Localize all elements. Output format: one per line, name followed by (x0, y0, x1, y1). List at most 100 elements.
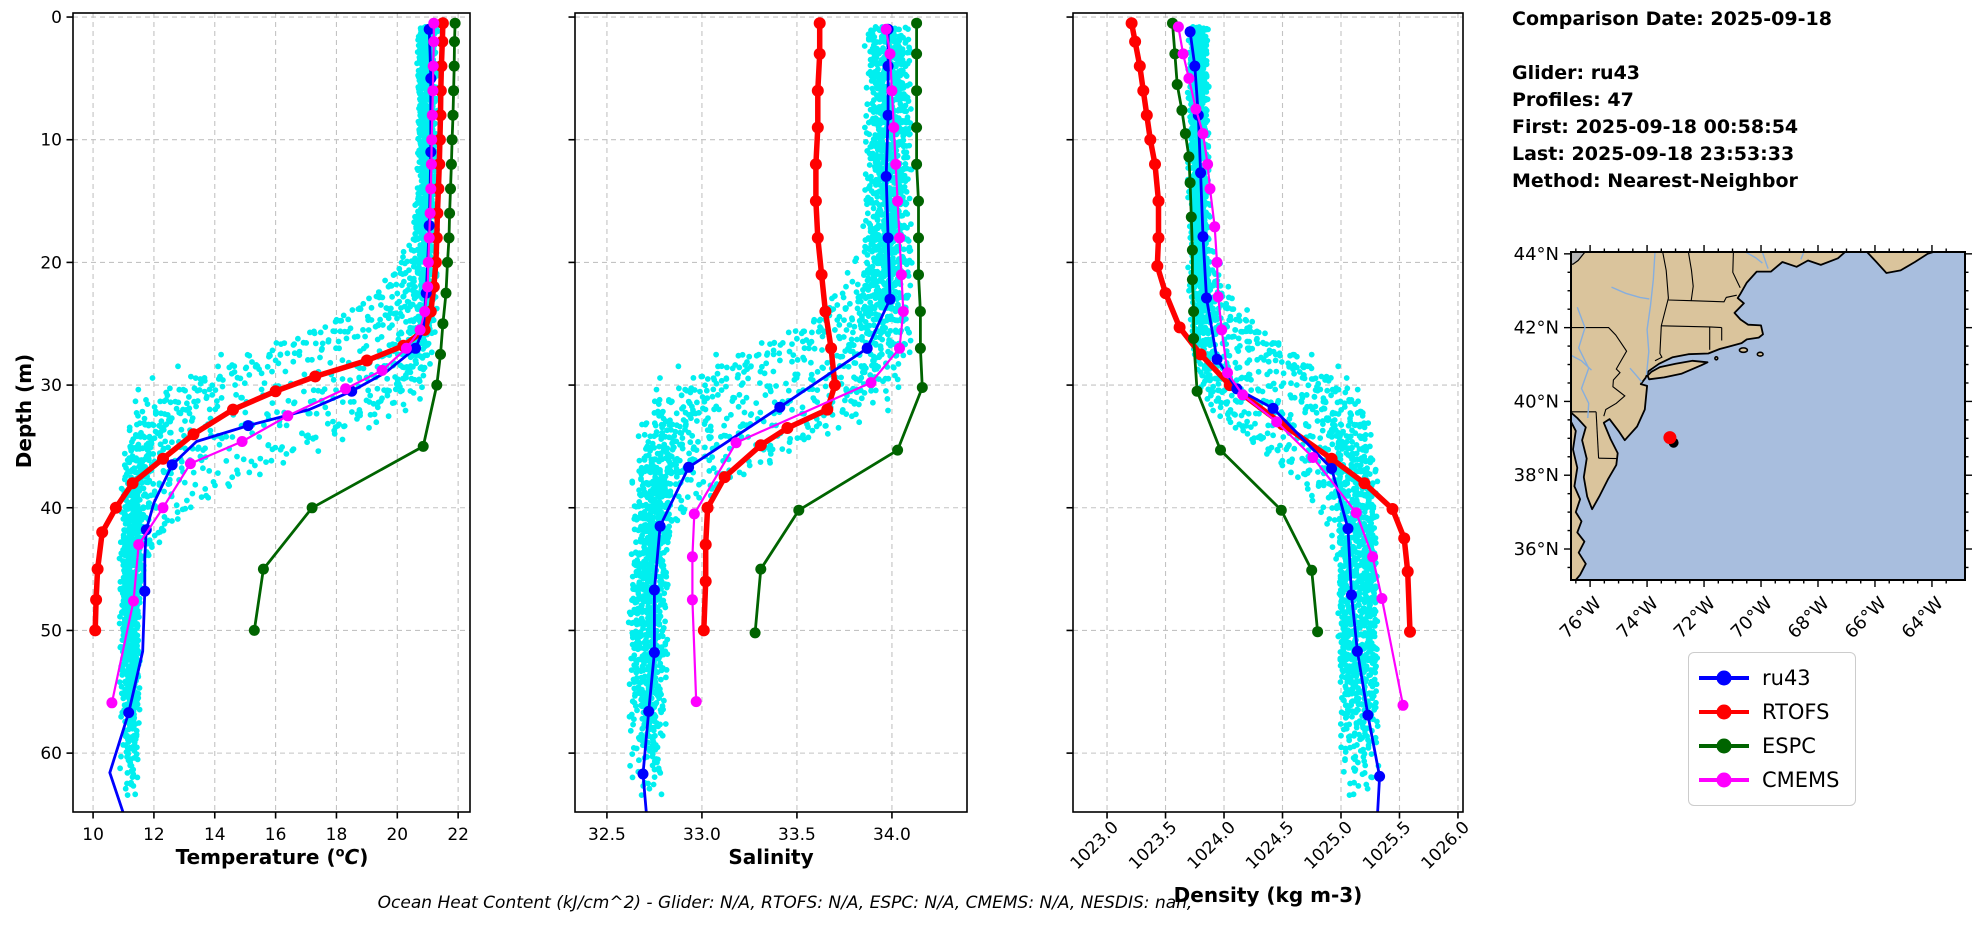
y-tick-label: 20 (40, 253, 62, 273)
method-text: Method: Nearest-Neighbor (1512, 170, 1798, 192)
degree-superscript: o (335, 845, 345, 861)
map-river (1645, 252, 1656, 375)
glider-position-marker (1663, 431, 1677, 445)
espc-density-markers (1167, 17, 1324, 638)
x-tick-label: 1025.0 (1301, 818, 1357, 874)
map-state-border (1732, 252, 1741, 289)
rtofs-salinity-line (701, 20, 838, 634)
legend-label-espc: ESPC (1762, 734, 1816, 758)
salinity-tick-labels: 32.5 33.0 33.5 34.0 (588, 825, 911, 845)
map-river (1800, 252, 1805, 260)
x-tick-label: 22 (447, 825, 469, 845)
legend: ru43 RTOFS ESPC CMEMS (1688, 652, 1856, 806)
longitude-tick-label: 74°W (1613, 593, 1663, 643)
map-island (1738, 347, 1749, 354)
map-land-polygon (1571, 252, 1846, 511)
longitude-tick-label: 72°W (1670, 593, 1720, 643)
map-state-border (1571, 327, 1628, 417)
location-map: 36°N 38°N 40°N 42°N 44°N 76°W 74°W 72°W 70°W 68°W… (1514, 244, 1972, 643)
glider-scatter-cloud (1184, 23, 1382, 798)
x-tick-label: 1024.5 (1242, 818, 1298, 874)
ru43-density-markers (1184, 26, 1386, 782)
map-ticks (1564, 245, 1972, 587)
legend-marker-rtofs (1716, 704, 1732, 720)
latitude-tick-label: 38°N (1514, 465, 1559, 486)
map-lake (1571, 252, 1586, 265)
density-panel: 1023.0 1023.5 1024.0 1024.5 1025.0 1025.5 1026… (1066, 12, 1474, 874)
ru43-salinity-line (641, 27, 892, 812)
x-tick-label: 14 (204, 825, 226, 845)
temperature-tick-labels: 10 12 14 16 18 20 22 0 10 20 30 40 50 60 (40, 8, 469, 845)
legend-item-ru43: ru43 (1699, 661, 1845, 695)
legend-label-cmems: CMEMS (1762, 768, 1840, 792)
y-tick-label: 40 (40, 499, 62, 519)
y-tick-label: 30 (40, 376, 62, 396)
longitude-tick-label: 66°W (1841, 593, 1891, 643)
legend-line-sample-ru43 (1699, 670, 1749, 686)
x-tick-label: 1025.5 (1359, 818, 1415, 874)
salinity-panel: 32.5 33.0 33.5 34.0 (568, 12, 968, 845)
latitude-tick-label: 40°N (1514, 391, 1559, 412)
longitude-tick-label: 70°W (1727, 593, 1777, 643)
ocean-heat-content-caption: Ocean Heat Content (kJ/cm^2) - Glider: N… (377, 893, 1193, 913)
map-state-border (1668, 294, 1737, 303)
x-tick-label: 33.5 (778, 825, 816, 845)
map-land-polygon (1646, 359, 1709, 381)
legend-marker-espc (1716, 738, 1732, 754)
y-tick-label: 60 (40, 744, 62, 764)
x-tick-label: 34.0 (873, 825, 911, 845)
y-tick-label: 50 (40, 621, 62, 641)
x-tick-label: 16 (265, 825, 287, 845)
glider-name-text: Glider: ru43 (1512, 62, 1641, 84)
comparison-info-block: Comparison Date: 2025-09-18 Glider: ru43… (1512, 6, 1832, 195)
map-land-polygon (1571, 420, 1587, 580)
legend-marker-cmems (1716, 772, 1732, 788)
map-island (1714, 356, 1719, 361)
cmems-salinity-markers (686, 23, 909, 708)
cmems-density-markers (1172, 21, 1409, 711)
depth-axis-label: Depth (m) (12, 353, 36, 469)
map-island (1756, 351, 1764, 357)
last-profile-time-text: Last: 2025-09-18 23:53:33 (1512, 143, 1795, 165)
x-tick-label: 32.5 (588, 825, 626, 845)
map-river (1629, 367, 1643, 383)
temperature-axes-frame (72, 12, 471, 813)
profiles-count-text: Profiles: 47 (1512, 89, 1634, 111)
legend-line-sample-espc (1699, 738, 1749, 754)
ru43-density-line (1188, 30, 1381, 812)
espc-salinity-markers (749, 17, 928, 639)
salinity-axes-frame (574, 12, 968, 813)
comparison-date-text: Comparison Date: 2025-09-18 (1512, 8, 1832, 30)
map-state-border (1687, 252, 1694, 301)
density-axis-label: Density (kg m-3) (1173, 883, 1363, 907)
cmems-salinity-line (691, 28, 905, 703)
density-tick-labels: 1023.0 1023.5 1024.0 1024.5 1025.0 1025.5 1026… (1067, 818, 1474, 874)
map-river (1761, 252, 1769, 269)
x-tick-label: 18 (326, 825, 348, 845)
map-river (1611, 286, 1650, 300)
x-tick-label: 1024.0 (1184, 818, 1240, 874)
y-tick-label: 10 (40, 131, 62, 151)
temperature-ticks (66, 16, 459, 819)
map-frame (1570, 251, 1966, 581)
info-spacer (1512, 33, 1832, 60)
legend-item-espc: ESPC (1699, 729, 1845, 763)
cmems-temperature-markers (106, 17, 440, 709)
x-tick-label: 12 (143, 825, 165, 845)
legend-label-ru43: ru43 (1762, 666, 1811, 690)
legend-item-cmems: CMEMS (1699, 763, 1845, 797)
legend-line-sample-rtofs (1699, 704, 1749, 720)
x-tick-label: 1026.0 (1418, 818, 1474, 874)
glider-scatter-cloud (116, 23, 441, 799)
glider-scatter-cloud (625, 24, 915, 798)
legend-item-rtofs: RTOFS (1699, 695, 1845, 729)
latitude-tick-label: 36°N (1514, 539, 1559, 560)
x-tick-label: 20 (386, 825, 408, 845)
longitude-tick-label: 68°W (1784, 593, 1834, 643)
salinity-ticks (568, 16, 893, 819)
x-tick-label: 33.0 (683, 825, 721, 845)
density-ticks (1066, 16, 1459, 819)
legend-label-rtofs: RTOFS (1762, 700, 1830, 724)
